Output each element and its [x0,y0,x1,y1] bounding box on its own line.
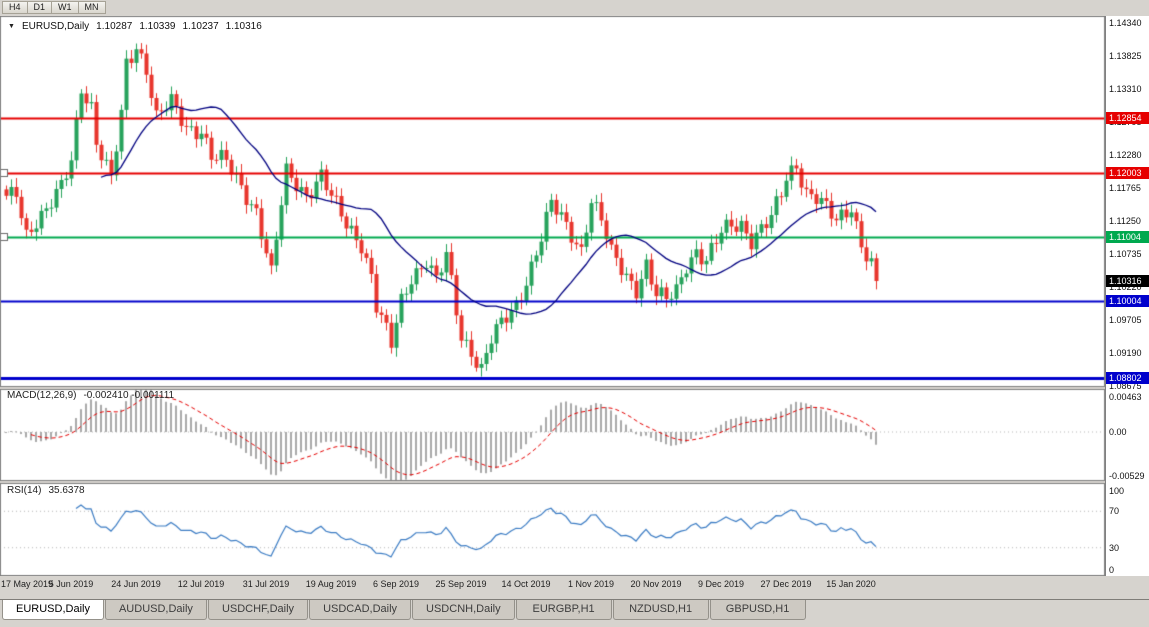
date-label: 6 Sep 2019 [372,579,420,589]
level-price-label: 1.08802 [1106,372,1149,385]
rsi-indicator-value: 35.6378 [48,485,85,496]
rsi-tick-label: 70 [1109,506,1120,517]
level-price-label: 1.10004 [1106,295,1149,308]
price-tick-label: 1.10735 [1109,249,1142,260]
price-tick-label: 1.10220 [1109,282,1142,293]
timeframe-button-h4[interactable]: H4 [2,1,28,14]
macd-tick-label: 0.00463 [1109,392,1142,402]
chart-tab-audusd-daily[interactable]: AUDUSD,Daily [104,600,207,620]
chart-tab-eurgbp-h1[interactable]: EURGBP,H1 [515,600,612,620]
price-tick-label: 1.11765 [1109,183,1141,194]
ohlc-high: 1.10339 [139,21,176,32]
date-label: 12 Jul 2019 [177,579,225,589]
date-label: 14 Oct 2019 [501,579,551,589]
price-tick-label: 1.09705 [1109,315,1142,326]
price-chart-canvas[interactable] [0,16,1105,576]
rsi-panel-label: RSI(14) 35.6378 [7,485,85,496]
date-label: 17 May 2019 [1,579,54,589]
macd-panel-label: MACD(12,26,9) -0.002410 -0.001111 [7,390,174,401]
date-label: 24 Jun 2019 [111,579,161,589]
ohlc-close: 1.10316 [225,21,262,32]
rsi-indicator-name: RSI(14) [7,485,42,496]
ohlc-low: 1.10237 [182,21,219,32]
price-tick-label: 1.14340 [1109,17,1142,28]
date-label: 15 Jan 2020 [826,579,876,589]
date-label: 20 Nov 2019 [630,579,682,589]
chart-tabs-bar: EURUSD,Daily AUDUSD,Daily USDCHF,Daily USDC… [0,599,1149,627]
price-tick-label: 1.13310 [1109,83,1142,94]
chart-tab-gbpusd-h1[interactable]: GBPUSD,H1 [709,600,806,620]
chart-symbol-label: EURUSD,Daily [21,21,90,32]
macd-indicator-name: MACD(12,26,9) [7,390,77,401]
macd-indicator-values: -0.002410 -0.001111 [83,390,175,401]
chart-tab-usdcnh-daily[interactable]: USDCNH,Daily [412,600,515,620]
timeframe-button-w1[interactable]: W1 [52,1,79,14]
price-tick-label: 1.09190 [1109,348,1142,359]
date-label: 27 Dec 2019 [760,579,812,589]
price-tick-label: 1.08675 [1109,381,1142,392]
rsi-tick-label: 0 [1109,565,1115,575]
date-label: 5 Jun 2019 [48,579,94,589]
date-label: 1 Nov 2019 [567,579,615,589]
timeframe-button-d1[interactable]: D1 [27,1,53,14]
price-tick-label: 1.11250 [1109,216,1141,227]
chart-title: ▼ EURUSD,Daily 1.10287 1.10339 1.10237 1… [8,21,262,32]
rsi-tick-label: 100 [1109,486,1125,496]
level-price-label: 1.12003 [1106,166,1149,179]
level-price-label: 1.11004 [1106,230,1149,243]
chart-tab-usdchf-daily[interactable]: USDCHF,Daily [207,600,309,620]
date-label: 31 Jul 2019 [242,579,290,589]
macd-tick-label: 0.00 [1109,427,1127,437]
time-axis[interactable]: 17 May 2019 5 Jun 2019 24 Jun 2019 12 Jul 2… [0,577,1105,596]
timeframe-button-mn[interactable]: MN [78,1,106,14]
ohlc-open: 1.10287 [96,21,133,32]
macd-tick-label: -0.00529 [1109,471,1145,481]
level-price-label: 1.12854 [1106,112,1149,125]
price-tick-label: 1.12280 [1109,149,1142,160]
price-tick-label: 1.13825 [1109,50,1142,61]
chart-tab-nzdusd-h1[interactable]: NZDUSD,H1 [612,600,709,620]
chart-tab-usdcad-daily[interactable]: USDCAD,Daily [309,600,412,620]
timeframe-toolbar: H4 D1 W1 MN [0,0,106,15]
date-label: 9 Dec 2019 [697,579,745,589]
chart-menu-icon[interactable]: ▼ [8,23,15,30]
chart-tab-eurusd-daily[interactable]: EURUSD,Daily [2,600,104,620]
rsi-tick-label: 30 [1109,542,1120,553]
price-axis[interactable]: 1.143401.138251.133101.127951.122801.117… [1105,16,1149,576]
date-label: 25 Sep 2019 [435,579,487,589]
date-label: 19 Aug 2019 [305,579,357,589]
current-price-label: 1.10316 [1106,275,1149,287]
